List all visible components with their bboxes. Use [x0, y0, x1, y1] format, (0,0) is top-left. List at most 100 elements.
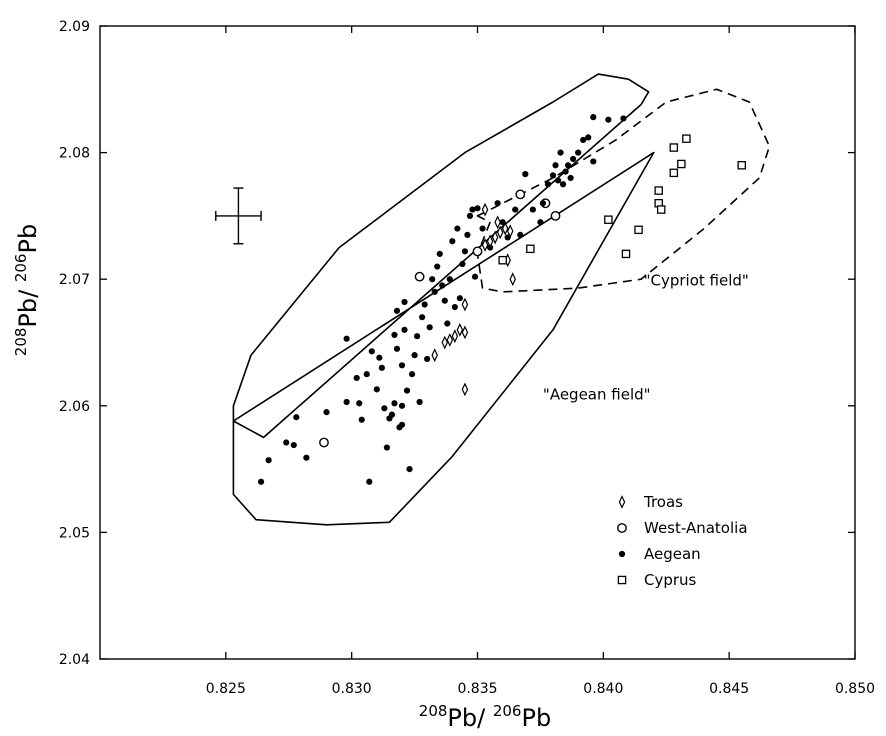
data-point-aegean	[552, 162, 559, 169]
data-point-aegean	[426, 324, 433, 331]
x-axis-label: 208Pb/ 206Pb	[419, 702, 551, 732]
data-point-aegean	[429, 276, 436, 283]
data-point-aegean	[567, 174, 574, 182]
data-point-aegean	[570, 155, 577, 163]
data-point-aegean	[398, 362, 406, 369]
y-tick-label: 2.07	[59, 272, 90, 288]
legend: Troas West-Anatolia Aegean Cyprus	[617, 493, 748, 589]
points-layer	[257, 114, 747, 485]
series-aegean	[257, 114, 627, 485]
data-point-aegean	[401, 298, 408, 306]
fields-layer	[232, 73, 771, 526]
data-point-aegean	[381, 405, 388, 412]
data-point-troas	[461, 382, 469, 397]
data-point-aegean	[343, 335, 350, 342]
data-point-cyprus	[654, 186, 663, 195]
data-point-cyprus	[526, 244, 535, 254]
data-point-aegean	[436, 250, 443, 257]
error-bar	[215, 187, 262, 245]
data-point-aegean	[290, 441, 297, 449]
data-point-aegean	[539, 200, 547, 207]
data-point-aegean	[512, 206, 519, 213]
data-point-aegean	[562, 168, 569, 175]
data-point-aegean	[376, 354, 383, 361]
data-point-aegean	[401, 326, 408, 333]
data-point-troas	[431, 348, 438, 363]
data-point-troas	[446, 333, 454, 347]
data-point-aegean	[575, 149, 582, 156]
data-point-aegean	[494, 200, 501, 207]
data-point-aegean	[406, 466, 413, 473]
data-point-aegean	[293, 414, 300, 421]
data-point-aegean	[466, 212, 474, 219]
y-tick-label: 2.05	[59, 525, 90, 541]
data-point-aegean	[265, 457, 272, 464]
data-point-aegean	[549, 172, 557, 179]
data-point-aegean	[303, 454, 310, 461]
data-point-cyprus	[669, 168, 679, 178]
data-point-aegean	[557, 149, 564, 156]
data-point-aegean	[446, 276, 453, 283]
data-point-aegean	[461, 248, 469, 255]
data-point-aegean	[471, 273, 479, 280]
data-point-aegean	[434, 263, 441, 270]
data-point-aegean	[554, 177, 562, 184]
data-point-west-anatolia	[472, 246, 483, 257]
data-point-aegean	[424, 355, 431, 363]
data-point-cyprus	[656, 205, 666, 214]
data-point-aegean	[414, 333, 421, 340]
data-point-cyprus	[634, 225, 643, 235]
data-point-aegean	[388, 411, 396, 418]
data-point-troas	[509, 272, 516, 287]
data-point-aegean	[479, 225, 486, 232]
data-point-aegean	[411, 352, 418, 359]
data-point-aegean	[537, 219, 544, 226]
data-point-cyprus	[498, 255, 507, 265]
legend-label-west-anatolia: West-Anatolia	[644, 519, 748, 537]
data-point-aegean	[464, 231, 471, 238]
legend-label-cyprus: Cyprus	[644, 571, 697, 589]
data-point-aegean	[474, 205, 481, 212]
data-point-troas	[481, 202, 489, 217]
data-point-aegean	[459, 260, 466, 268]
data-point-west-anatolia	[414, 271, 425, 282]
data-point-aegean	[383, 444, 390, 451]
data-point-aegean	[368, 348, 375, 355]
data-point-cyprus	[604, 215, 613, 224]
field-annotation: "Cypriot field"	[644, 272, 749, 290]
data-point-aegean	[408, 371, 416, 378]
data-point-aegean	[419, 314, 426, 321]
data-point-aegean	[499, 219, 506, 226]
x-tick-label: 0.840	[583, 681, 623, 697]
data-point-aegean	[356, 400, 363, 407]
data-point-aegean	[529, 206, 536, 213]
x-tick-label: 0.835	[457, 681, 497, 697]
legend-label-troas: Troas	[643, 493, 683, 511]
data-point-aegean	[486, 244, 494, 251]
data-point-aegean	[620, 115, 627, 122]
data-point-aegean	[469, 206, 476, 213]
data-point-aegean	[522, 171, 529, 178]
legend-marker-aegean	[618, 550, 626, 558]
data-point-aegean	[358, 416, 365, 423]
plot-frame	[99, 25, 856, 660]
data-point-aegean	[544, 181, 552, 188]
data-point-cyprus	[669, 143, 679, 152]
ticks-layer: 0.825 0.830 0.835 0.840 0.845 0.850 2.04 2.05 2.…	[59, 19, 875, 697]
data-point-troas	[456, 322, 464, 337]
x-tick-label: 0.850	[835, 681, 875, 697]
data-point-aegean	[590, 114, 597, 121]
data-point-aegean	[398, 402, 406, 409]
field-outline-cypriot	[476, 88, 771, 293]
data-point-west-anatolia	[515, 189, 526, 200]
data-point-aegean	[565, 162, 572, 169]
data-point-aegean	[353, 374, 360, 382]
data-point-aegean	[323, 409, 330, 416]
data-point-troas	[491, 230, 499, 245]
data-point-west-anatolia	[550, 210, 561, 221]
data-point-aegean	[451, 303, 458, 311]
data-point-aegean	[391, 331, 398, 339]
data-point-aegean	[343, 398, 350, 406]
data-point-aegean	[393, 307, 401, 314]
data-point-aegean	[366, 478, 373, 485]
